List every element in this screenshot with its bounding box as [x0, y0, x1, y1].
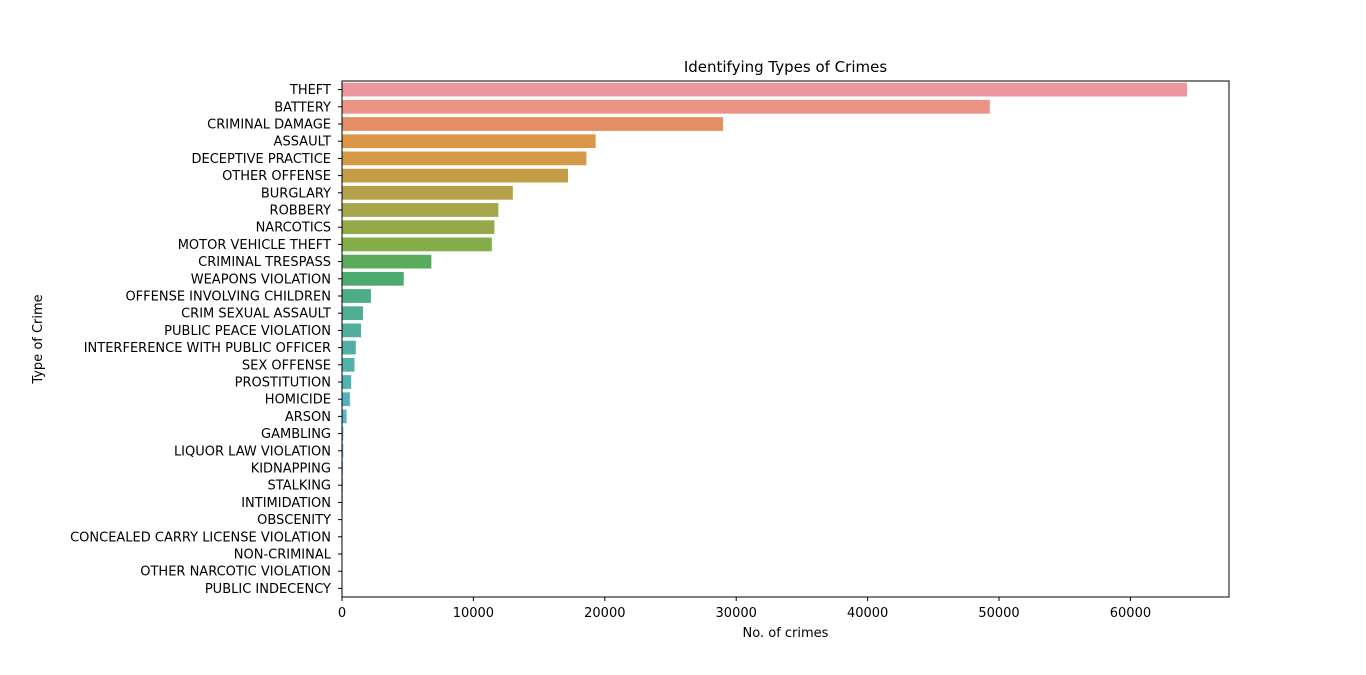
y-tick-label: THEFT [289, 83, 331, 98]
y-tick-label: PROSTITUTION [235, 376, 331, 391]
bar [342, 255, 431, 269]
x-tick-label: 40000 [847, 606, 888, 621]
y-tick-label: STALKING [268, 479, 331, 494]
y-tick-label: OTHER OFFENSE [222, 169, 331, 184]
chart-title: Identifying Types of Crimes [684, 58, 887, 76]
bar [342, 324, 361, 338]
y-axis-label: Type of Crime [31, 294, 46, 384]
y-tick-label: ARSON [285, 410, 331, 425]
x-tick-label: 20000 [584, 606, 625, 621]
y-tick-label: GAMBLING [261, 427, 331, 442]
y-tick-label: DECEPTIVE PRACTICE [191, 152, 331, 167]
bar [342, 289, 371, 303]
y-tick-label: BATTERY [274, 100, 331, 115]
y-tick-label: PUBLIC PEACE VIOLATION [164, 324, 331, 339]
y-tick-label: HOMICIDE [265, 393, 331, 408]
bar [342, 220, 494, 234]
y-tick-label: OTHER NARCOTIC VIOLATION [140, 565, 331, 580]
bar [342, 117, 723, 131]
bar [342, 410, 347, 424]
bar [342, 375, 351, 389]
y-tick-label: ASSAULT [274, 135, 331, 150]
y-tick-label: BURGLARY [261, 186, 331, 201]
bar [342, 186, 513, 200]
y-tick-label: INTIMIDATION [241, 496, 331, 511]
x-tick-label: 0 [338, 606, 346, 621]
y-tick-label: LIQUOR LAW VIOLATION [174, 444, 331, 459]
y-tick-label: OFFENSE INVOLVING CHILDREN [125, 290, 331, 305]
bar [342, 134, 596, 148]
y-tick-label: MOTOR VEHICLE THEFT [178, 238, 331, 253]
y-tick-label: WEAPONS VIOLATION [191, 272, 331, 287]
x-ticks: 0 10000 20000 30000 40000 50000 60000 [338, 597, 1151, 621]
y-tick-label: INTERFERENCE WITH PUBLIC OFFICER [84, 341, 331, 356]
x-tick-label: 60000 [1110, 606, 1151, 621]
x-tick-label: 10000 [453, 606, 494, 621]
bars-group [342, 83, 1187, 596]
y-tick-label: CRIMINAL DAMAGE [207, 118, 331, 133]
y-tick-label: NON-CRIMINAL [234, 548, 332, 563]
y-tick-label: CONCEALED CARRY LICENSE VIOLATION [70, 530, 331, 545]
y-tick-label: PUBLIC INDECENCY [205, 582, 331, 597]
x-tick-label: 30000 [716, 606, 757, 621]
y-tick-label: SEX OFFENSE [242, 358, 331, 373]
bar [342, 169, 568, 183]
x-axis-label: No. of crimes [743, 626, 829, 641]
y-tick-label: CRIM SEXUAL ASSAULT [181, 307, 331, 322]
bar [342, 392, 350, 406]
y-tick-label: CRIMINAL TRESPASS [198, 255, 331, 270]
bar [342, 272, 404, 286]
bar [342, 83, 1187, 97]
bar [342, 152, 586, 166]
x-tick-label: 50000 [978, 606, 1019, 621]
bar [342, 100, 990, 114]
y-tick-labels: THEFT BATTERY CRIMINAL DAMAGE ASSAULT DECEPT… [70, 83, 342, 597]
y-tick-label: ROBBERY [270, 204, 332, 219]
y-tick-label: KIDNAPPING [251, 462, 331, 477]
bar [342, 358, 354, 372]
bar [342, 238, 492, 252]
y-tick-label: OBSCENITY [257, 513, 331, 528]
y-tick-label: NARCOTICS [256, 221, 331, 236]
bar [342, 203, 498, 217]
bar [342, 306, 363, 320]
bar [342, 341, 356, 355]
